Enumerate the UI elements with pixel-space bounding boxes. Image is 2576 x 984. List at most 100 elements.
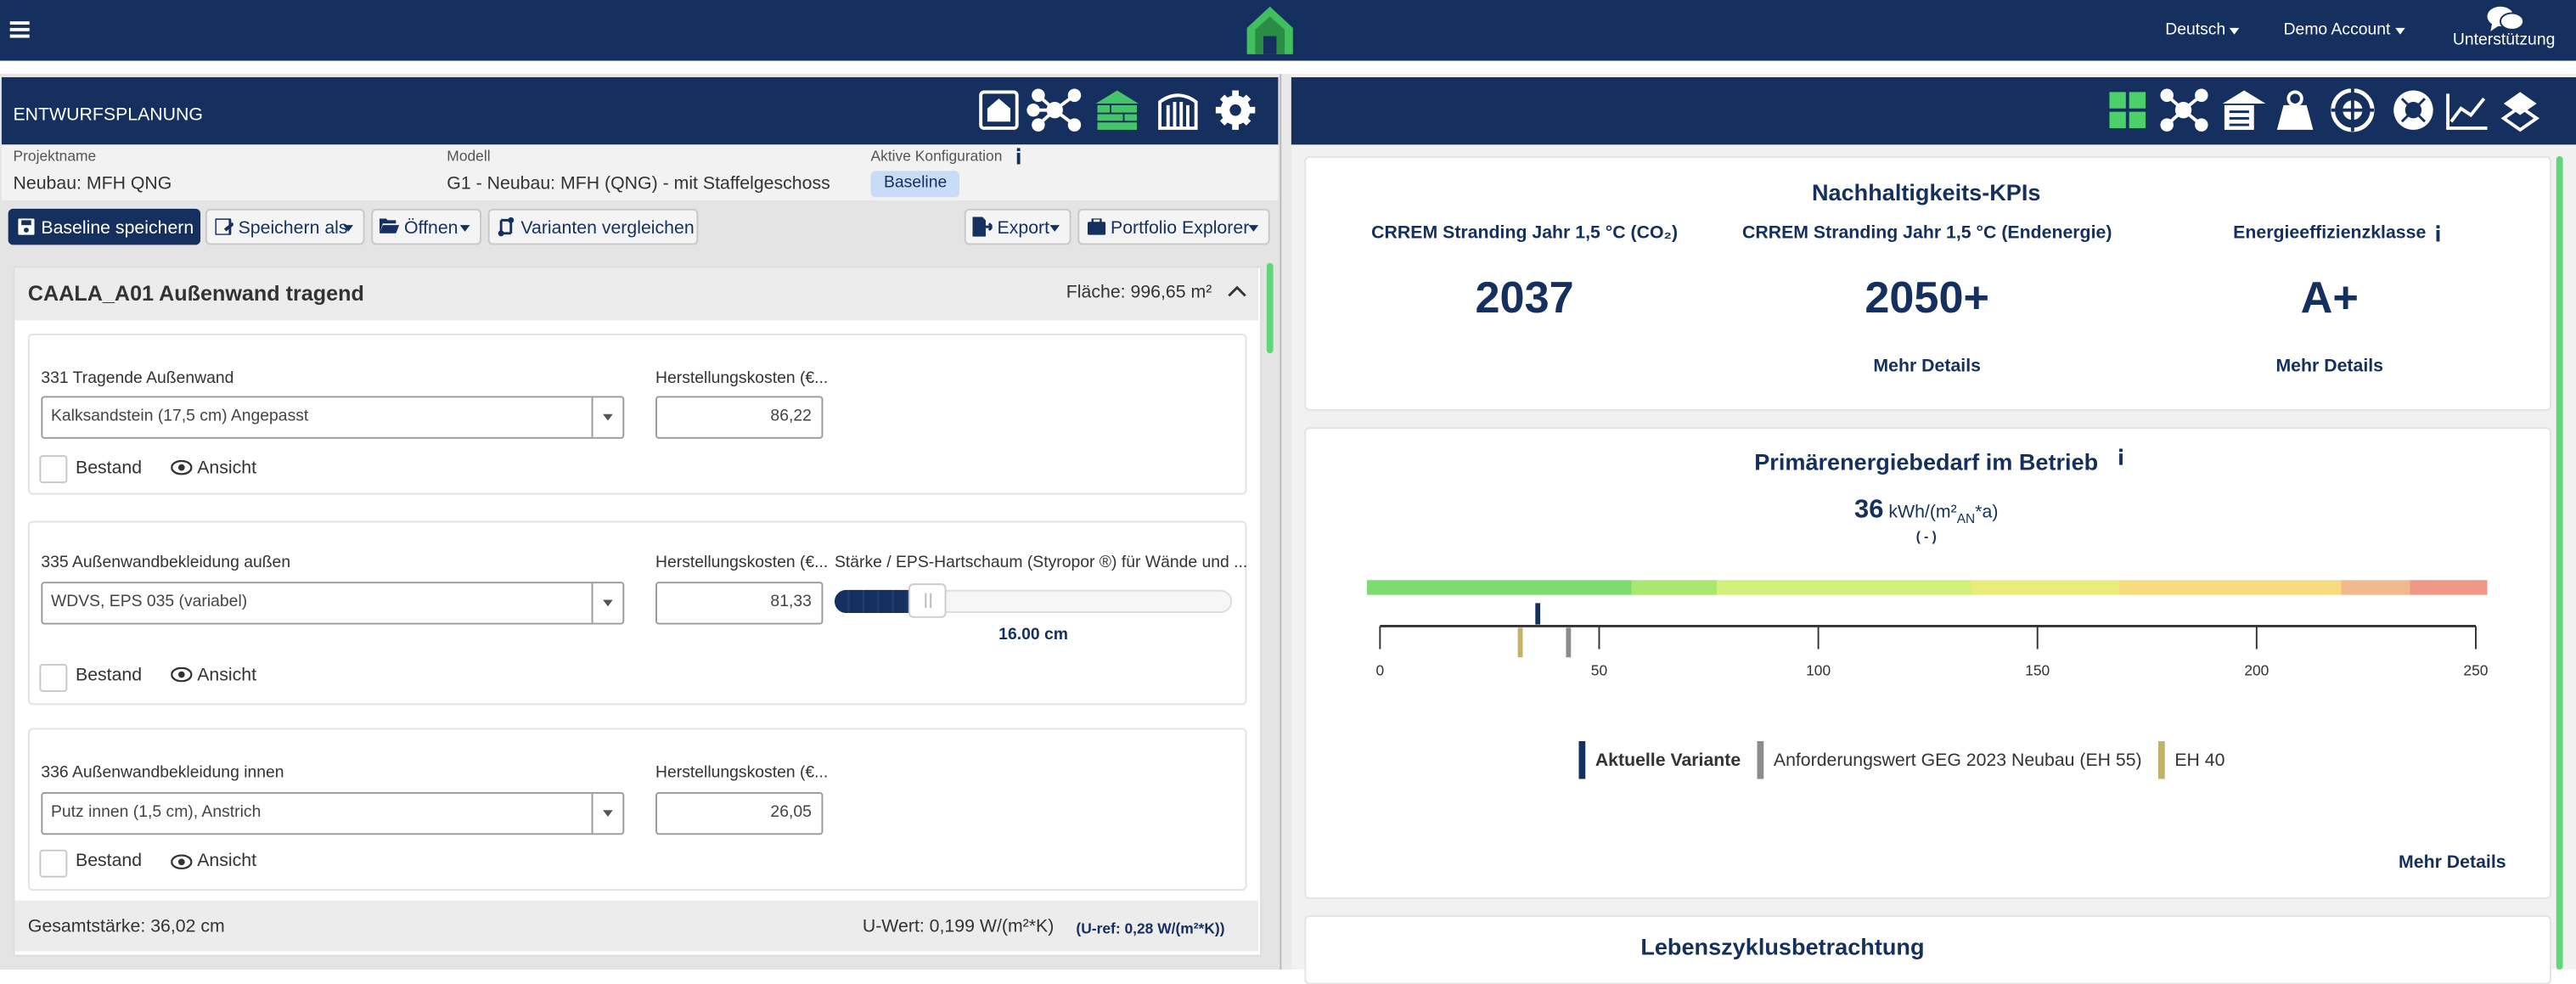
layer-label: 331 Tragende Außenwand <box>41 369 234 388</box>
tick-label: 50 <box>1591 662 1607 679</box>
primary-energy-value-row: 36 kWh/(m²AN*a) <box>1304 497 2548 535</box>
details-link[interactable]: Mehr Details <box>2399 852 2506 873</box>
marker <box>1517 627 1523 658</box>
legend-label: Anforderungswert GEG 2023 Neubau (EH 55) <box>1774 750 2142 770</box>
kpi-card <box>1304 155 2551 411</box>
details-link[interactable]: Mehr Details <box>1873 357 1981 377</box>
view-link[interactable]: Ansicht <box>197 665 257 686</box>
tick-label: 200 <box>2244 662 2269 679</box>
material-select[interactable]: WDVS, EPS 035 (variabel) <box>41 582 625 625</box>
handle-grip <box>925 593 927 609</box>
export-icon <box>972 216 993 237</box>
module-icons[interactable] <box>976 86 1265 135</box>
cost-input[interactable]: 86,22 <box>655 396 824 439</box>
layer-label: 335 Außenwandbekleidung außen <box>41 554 291 572</box>
primary-energy-title: Primärenergiebedarf im Betrieb <box>1754 448 2099 475</box>
view-link[interactable]: Ansicht <box>197 851 257 871</box>
view-link[interactable]: Ansicht <box>197 458 257 479</box>
unit: kWh/(m² <box>1888 503 1957 523</box>
eye-icon <box>171 666 193 683</box>
logo[interactable] <box>1246 5 1295 56</box>
compare-button[interactable]: Varianten vergleichen <box>487 208 699 245</box>
legend-label: Aktuelle Variante <box>1595 750 1741 770</box>
unit-end: *a) <box>1975 503 1999 523</box>
language-menu[interactable]: Deutsch <box>2165 21 2226 40</box>
cost-input[interactable]: 26,05 <box>655 791 824 835</box>
thickness-slider-fill <box>834 589 917 613</box>
legend-label: EH 40 <box>2174 750 2224 770</box>
model-name: G1 - Neubau: MFH (QNG) - mit Staffelgesc… <box>447 174 830 194</box>
eye-icon <box>171 854 193 869</box>
handle-grip <box>930 593 932 609</box>
cost-label: Herstellungskosten (€... <box>655 554 829 572</box>
tick-label: 100 <box>1806 662 1831 679</box>
energy-scale: 0 50 100 150 200 250 Aktuelle Variante Anforder… <box>1376 603 2488 779</box>
marker <box>1535 603 1541 625</box>
compare-icon <box>498 216 515 237</box>
analysis-icons[interactable] <box>2106 88 2553 135</box>
kpi-value: 2050+ <box>1865 273 1990 323</box>
menu-icon[interactable] <box>9 20 30 39</box>
cost-label: Herstellungskosten (€... <box>655 369 829 388</box>
portfolio-explorer-button[interactable]: Portfolio Explorer <box>1077 208 1270 245</box>
thickness-label: Stärke / EPS-Hartschaum (Styropor ®) für… <box>834 554 1248 572</box>
thickness-slider-handle[interactable] <box>908 583 947 618</box>
project-name: Neubau: MFH QNG <box>13 174 172 194</box>
scrollbar[interactable] <box>1266 262 1274 354</box>
material-select[interactable]: Putz innen (1,5 cm), Anstrich <box>41 791 625 835</box>
legend-swatch <box>2158 740 2165 779</box>
field-label: Aktive Konfiguration <box>870 148 1003 165</box>
eye-icon <box>171 459 193 475</box>
info-icon[interactable] <box>2116 448 2126 465</box>
support-icon <box>2487 6 2525 31</box>
details-link[interactable]: Mehr Details <box>2275 357 2384 377</box>
kpi-title: Nachhaltigkeits-KPIs <box>1811 178 2041 205</box>
u-ref: (U-ref: 0,28 W/(m²*K)) <box>1076 919 1225 937</box>
existing-label: Bestand <box>76 851 143 871</box>
save-as-icon <box>215 218 233 235</box>
component-title: CAALA_A01 Außenwand tragend <box>27 280 364 306</box>
scrollbar[interactable] <box>2556 155 2563 970</box>
kpi-label: CRREM Stranding Jahr 1,5 °C (CO₂) <box>1371 223 1679 244</box>
cost-label: Herstellungskosten (€... <box>655 764 829 783</box>
project-info <box>1 144 1279 201</box>
efficiency-color-bar <box>1366 580 2488 595</box>
marker <box>1566 627 1572 658</box>
folder-icon <box>379 218 400 233</box>
save-baseline-button[interactable]: Baseline speichern <box>8 208 201 245</box>
save-icon <box>18 218 35 235</box>
collapse-icon[interactable] <box>1227 284 1246 297</box>
legend-swatch <box>1578 740 1586 779</box>
tick-label: 250 <box>2463 662 2488 679</box>
existing-label: Bestand <box>76 458 143 479</box>
existing-checkbox[interactable] <box>39 663 68 692</box>
account-menu[interactable]: Demo Account <box>2283 21 2391 40</box>
kpi-label: CRREM Stranding Jahr 1,5 °C (Endenergie) <box>1741 223 2112 244</box>
info-icon[interactable] <box>2433 225 2444 242</box>
cost-input[interactable]: 81,33 <box>655 582 824 625</box>
component-area: Fläche: 996,65 m² <box>1066 282 1212 303</box>
support-link[interactable]: Unterstützung <box>2452 31 2556 50</box>
lifecycle-title: Lebenszyklusbetrachtung <box>1640 933 1925 960</box>
save-as-button[interactable]: Speichern als <box>205 208 365 245</box>
panel-title: ENTWURFSPLANUNG <box>13 104 203 126</box>
config-badge: Baseline <box>870 171 960 198</box>
material-select[interactable]: Kalksandstein (17,5 cm) Angepasst <box>41 396 625 439</box>
tick-label: 150 <box>2025 662 2050 679</box>
left-header <box>1 76 1279 145</box>
field-label: Projektname <box>13 148 97 165</box>
existing-checkbox[interactable] <box>39 849 68 878</box>
spacer <box>0 60 2576 75</box>
u-value: U-Wert: 0,199 W/(m²*K) <box>862 917 1055 937</box>
existing-checkbox[interactable] <box>39 455 68 484</box>
layer-label: 336 Außenwandbekleidung innen <box>41 764 284 783</box>
portfolio-icon <box>1087 218 1106 235</box>
total-thickness: Gesamtstärke: 36,02 cm <box>27 917 225 937</box>
component-header[interactable] <box>14 267 1259 321</box>
info-icon[interactable] <box>1014 148 1024 165</box>
kpi-label: Energieeffizienzklasse <box>2233 223 2427 244</box>
primary-energy-card <box>1304 427 2551 899</box>
unit-sub: AN <box>1956 511 1976 526</box>
